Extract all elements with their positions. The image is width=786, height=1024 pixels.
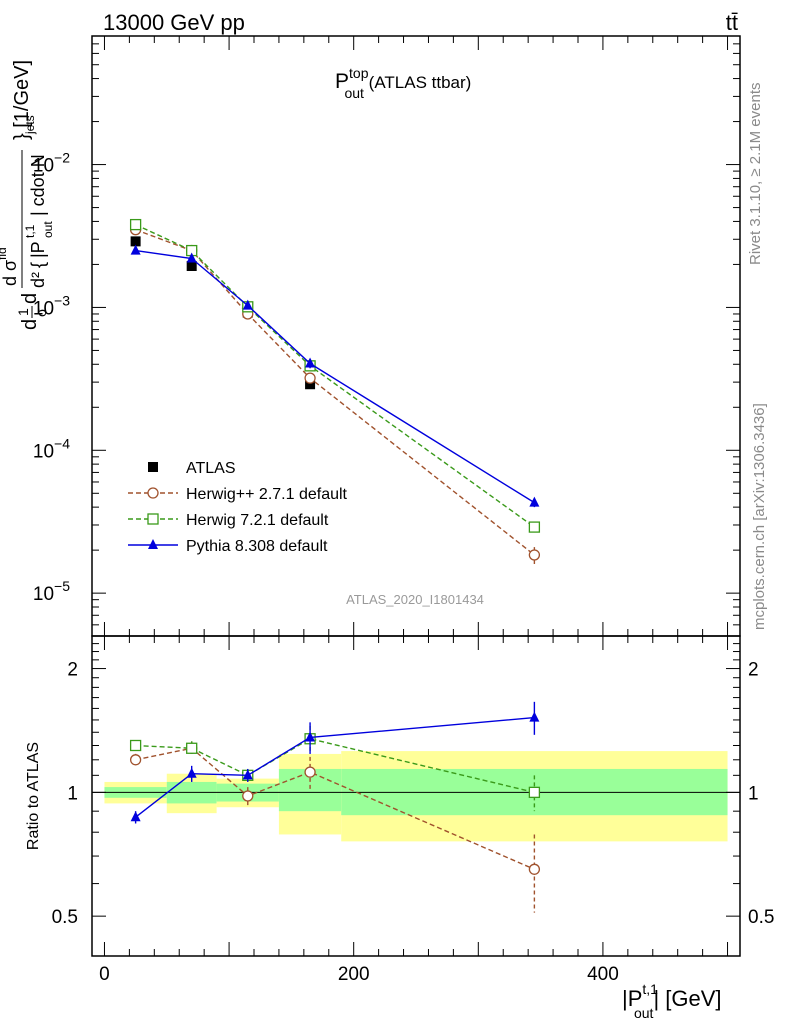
ylabel-pout: |P	[28, 241, 48, 258]
ratio-line	[135, 738, 535, 794]
ratio-point	[528, 786, 541, 799]
main-axis-ticks: 10−5 10−4 10−3 10−2 0 200 400	[33, 36, 740, 985]
ylabel-d: d	[19, 293, 41, 304]
y-tick-label: 10−2	[33, 150, 70, 177]
plot-title: Ptop out (ATLAS ttbar)	[335, 65, 471, 101]
collision-label: 13000 GeV pp	[103, 10, 245, 35]
analysis-watermark: ATLAS_2020_I1801434	[346, 592, 484, 607]
ratio-point	[529, 711, 540, 722]
mcplots-label: mcplots.cern.ch [arXiv:1306.3436]	[751, 403, 768, 630]
ylabel-brace: {	[28, 262, 48, 268]
ratio-point	[186, 742, 198, 754]
legend-marker	[147, 513, 159, 525]
data-point	[130, 236, 141, 247]
xlabel-rest: | [GeV]	[653, 986, 721, 1011]
ratio-y-axis-label: Ratio to ATLAS	[25, 742, 42, 850]
series-line	[135, 223, 535, 528]
data-point	[186, 260, 197, 271]
ratio-point	[305, 731, 316, 742]
ratio-point	[186, 767, 197, 778]
ratio-y-tick-label-right: 0.5	[748, 907, 774, 928]
rivet-version-label: Rivet 3.1.10, ≥ 2.1M events	[747, 83, 764, 266]
ylabel-jets: jets	[23, 115, 37, 135]
title-rest: (ATLAS ttbar)	[364, 73, 471, 92]
ratio-point	[242, 769, 253, 780]
x-tick-label: 200	[338, 964, 370, 985]
title-main: P	[335, 70, 349, 93]
ratio-point	[130, 811, 141, 822]
ratio-point	[304, 766, 316, 778]
legend-label: ATLAS	[186, 460, 236, 477]
ratio-y-tick-label: 1	[67, 783, 78, 804]
x-axis-label: |Pt,1 out| [GeV]	[622, 981, 722, 1021]
ylabel-cdot: | cdot N	[28, 154, 48, 216]
ratio-axis-ticks: 0.5 0.5 1 1 2 2	[52, 643, 774, 957]
ratio-point	[528, 863, 541, 875]
xlabel-sub: out	[634, 1005, 654, 1021]
xlabel-sup: t,1	[642, 981, 658, 997]
legend-marker	[147, 487, 159, 499]
process-label: tt̄	[726, 10, 738, 35]
ratio-y-tick-label-right: 2	[748, 660, 759, 681]
y-tick-label: 10−5	[33, 578, 70, 605]
main-y-axis-label: d 1 σ d d σ fid d² { |P t,1 out | cdot N…	[0, 60, 55, 330]
xlabel-main: |P	[622, 986, 642, 1011]
ratio-series-layer	[129, 701, 541, 913]
ylabel-frac-den: σ	[33, 308, 49, 317]
data-point	[186, 252, 197, 263]
legend-label: Pythia 8.308 default	[186, 538, 328, 555]
ratio-point	[129, 754, 142, 766]
ratio-y-tick-label: 2	[67, 660, 78, 681]
data-point	[528, 521, 541, 533]
y-tick-label: 10−3	[33, 292, 70, 319]
ylabel-pout-sub: out	[41, 221, 55, 238]
title-sup: top	[349, 65, 369, 81]
data-point	[304, 372, 316, 384]
legend-marker	[148, 539, 158, 549]
legend-label: Herwig++ 2.7.1 default	[186, 486, 348, 503]
legend-marker	[148, 462, 158, 472]
data-point	[305, 379, 316, 390]
data-point	[130, 244, 141, 255]
ylabel-fid: fid	[0, 247, 9, 260]
ylabel-d2: d²	[28, 272, 48, 288]
y-tick-label: 10−4	[33, 435, 70, 462]
ratio-y-tick-label-right: 1	[748, 783, 759, 804]
ylabel-unit: } [1/GeV]	[11, 60, 33, 140]
data-point	[242, 299, 253, 310]
x-tick-label: 0	[99, 964, 110, 985]
ratio-point	[129, 739, 142, 752]
ratio-y-tick-label: 0.5	[52, 907, 78, 928]
data-point	[129, 218, 142, 231]
x-tick-label: 400	[587, 964, 619, 985]
ylabel-pout-sup: t,1	[23, 224, 37, 238]
main-series-layer	[129, 218, 541, 564]
ylabel-frac-num: 1	[15, 308, 31, 316]
legend: ATLAS Herwig++ 2.7.1 default Herwig 7.2.1 …	[128, 460, 348, 555]
data-point	[305, 357, 316, 368]
data-point	[529, 496, 540, 507]
series-line	[135, 229, 535, 556]
title-sub: out	[344, 85, 364, 101]
ratio-point	[242, 790, 254, 802]
data-point	[528, 549, 541, 561]
ylabel-dsigma: d σ	[0, 260, 20, 286]
ratio-panel-frame	[91, 635, 741, 957]
ylabel-prefix: d	[19, 319, 41, 330]
legend-label: Herwig 7.2.1 default	[186, 512, 329, 529]
